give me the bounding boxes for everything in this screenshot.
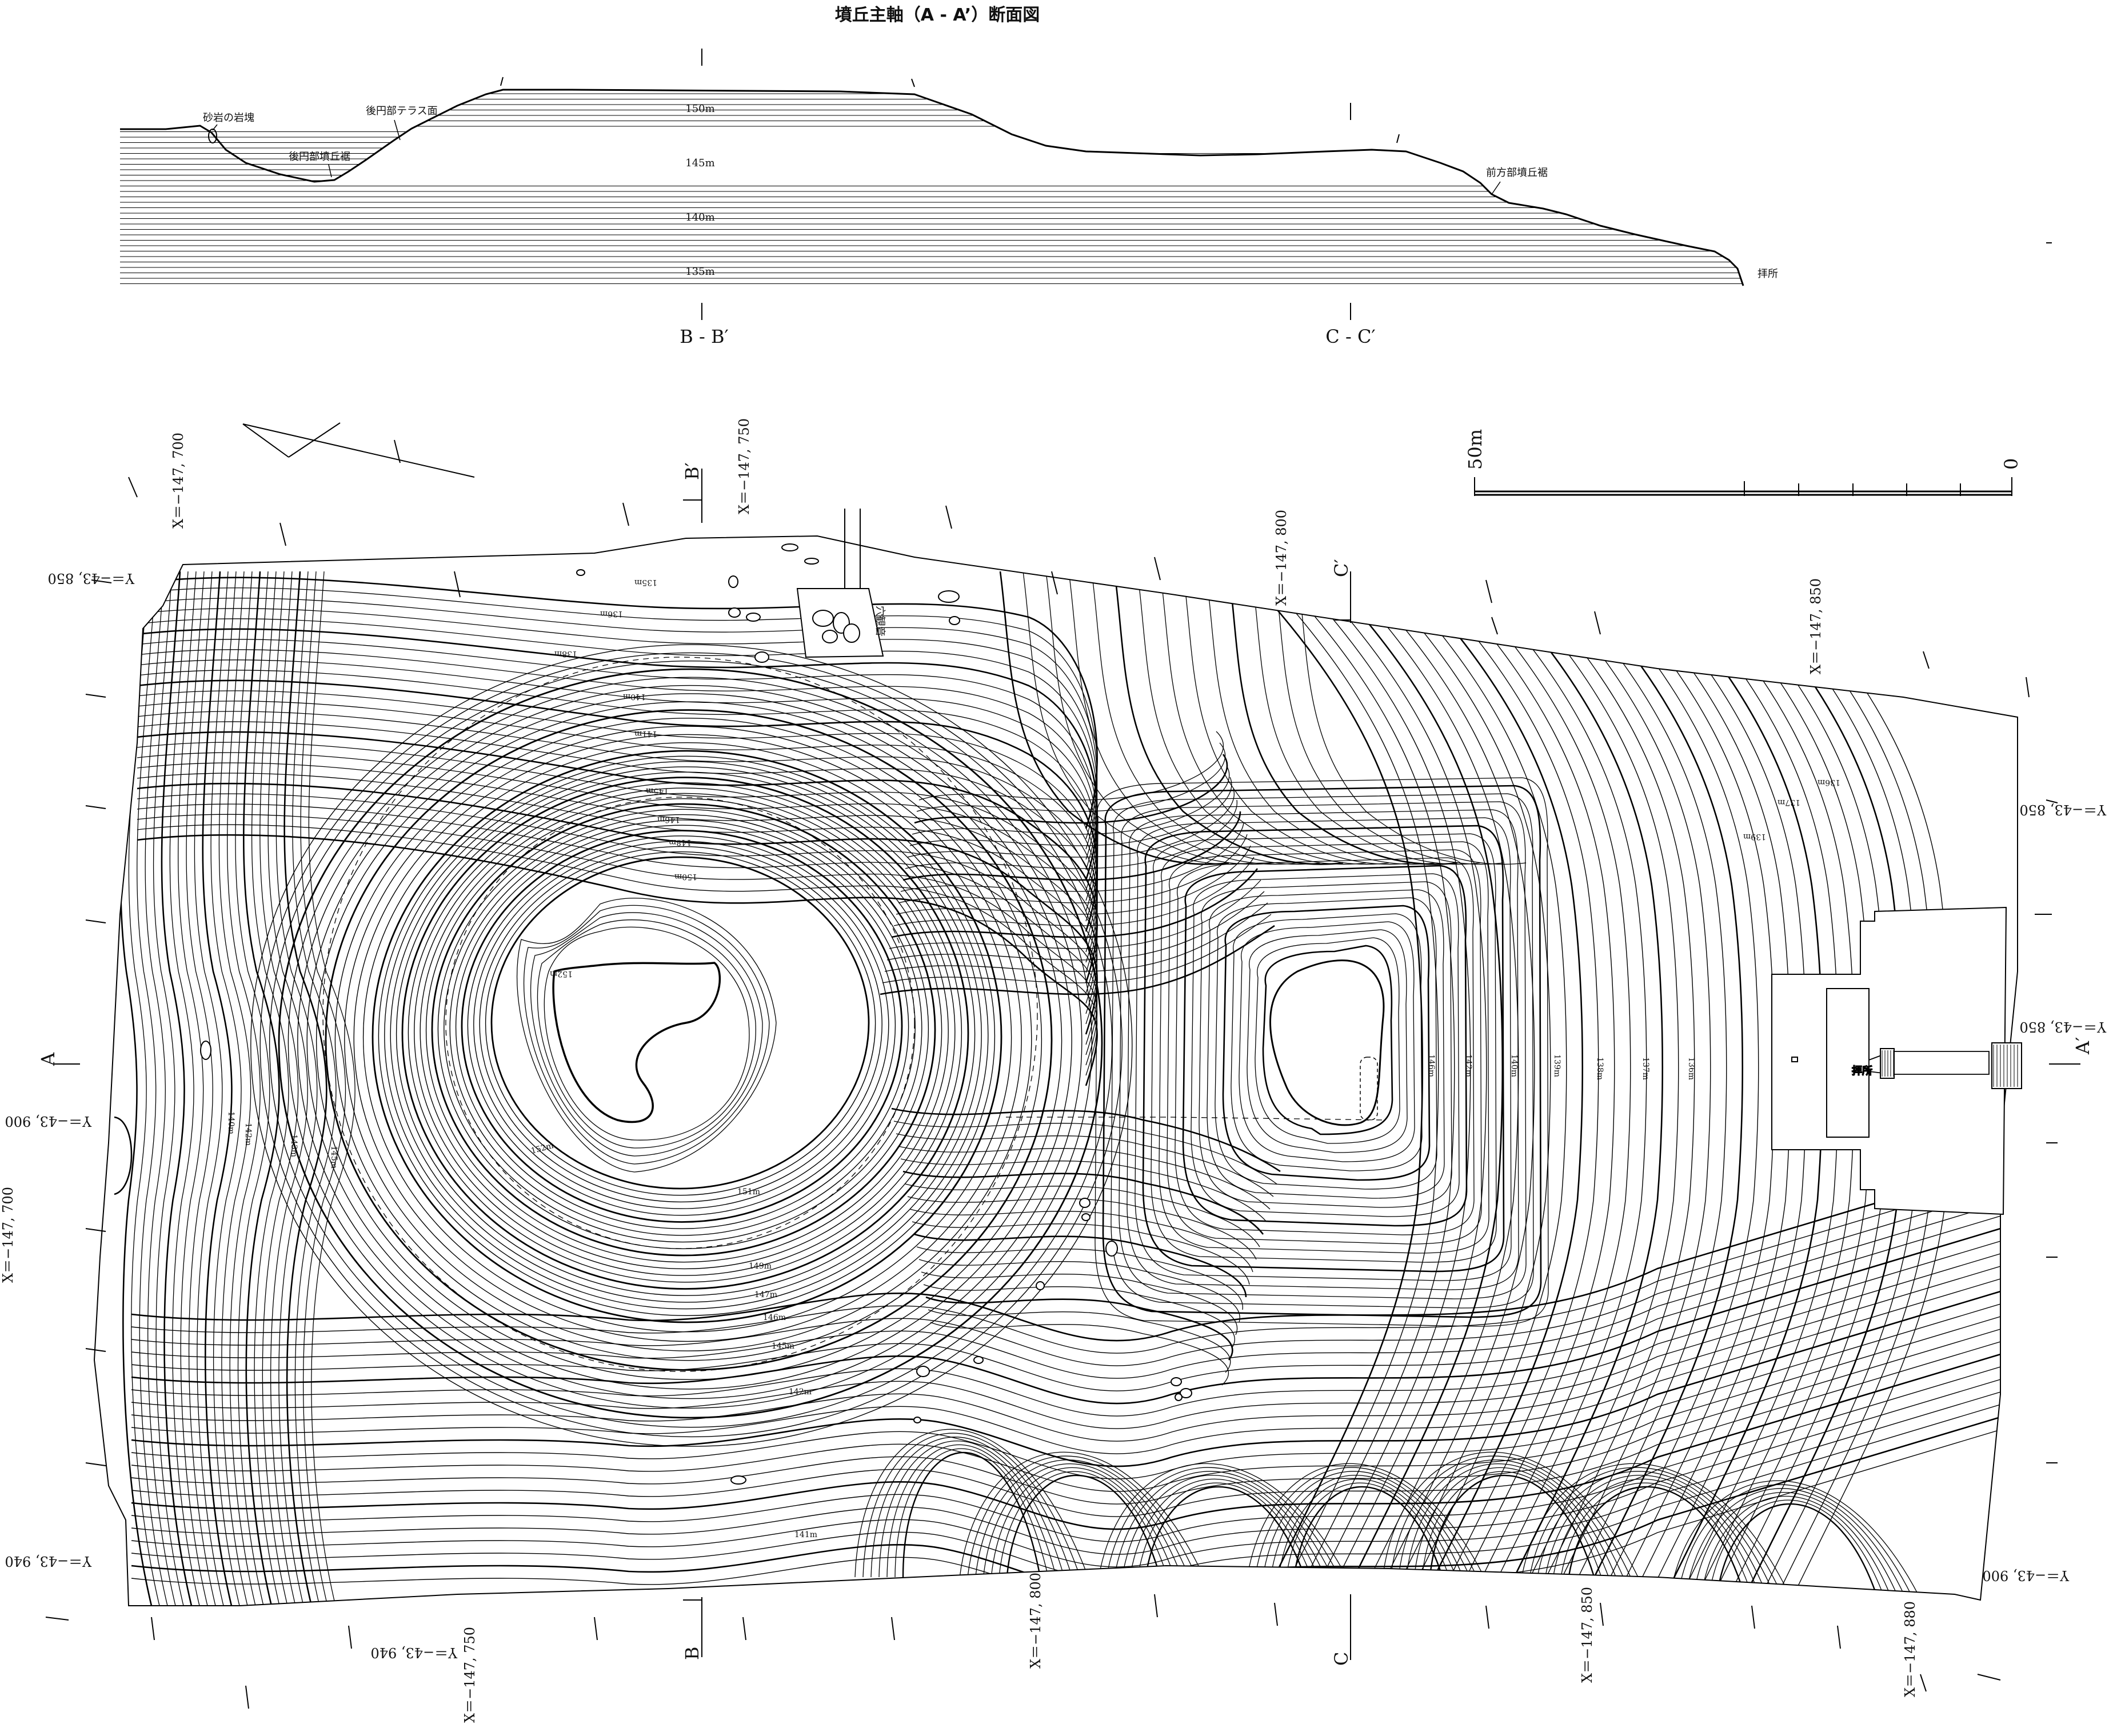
a-marker: A: [37, 1052, 59, 1066]
section-leaders: [212, 119, 1501, 195]
c-marker: C: [1331, 1652, 1352, 1666]
contour-lines: [114, 571, 2001, 1606]
shrine-building: 拝所: [1771, 906, 2022, 1215]
contour-label-142: 142m: [789, 1387, 812, 1397]
coord-x750-bot: X＝−147, 750: [462, 1627, 478, 1723]
section-marker-lines: [54, 469, 2080, 1660]
coord-y850-r1: Y＝−43, 850: [2019, 802, 2107, 818]
contour-label-145b: 145m: [646, 786, 669, 795]
contour-label-140w: 140m: [226, 1111, 235, 1134]
b-prime-marker: B′: [681, 462, 703, 480]
elev-150-label: 150m: [685, 103, 714, 115]
contour-label-151: 151m: [737, 1187, 760, 1197]
contour-label-141: 141m: [794, 1530, 817, 1539]
coord-y850-tl: Y＝−43, 850: [47, 570, 135, 586]
rear-summit-152: [552, 962, 721, 1123]
section-ticks: [500, 49, 2052, 320]
rear-terrace-label: 後円部テラス面: [366, 105, 438, 117]
contour-label-136: 136m: [600, 609, 623, 618]
coord-y850-r2: Y＝−43, 850: [2019, 1019, 2107, 1035]
contour-label-140e: 140m: [1509, 1054, 1519, 1077]
contour-label-142w: 142m: [243, 1123, 253, 1146]
contour-label-145: 145m: [772, 1342, 794, 1351]
site-boundary: [93, 535, 2018, 1606]
contour-label-152a: 152m: [550, 969, 573, 978]
front-foot-label: 前方部墳丘裾: [1486, 167, 1548, 179]
coord-x700-left: X＝−147, 700: [0, 1187, 16, 1283]
contour-label-136n: 136m: [1818, 778, 1840, 787]
b-marker: B: [681, 1646, 703, 1660]
contour-label-136e: 136m: [1687, 1057, 1696, 1080]
section-title: 墳丘主軸（A - A’）断面図: [835, 5, 1040, 25]
contour-label-139e: 139m: [1552, 1054, 1561, 1077]
sandstone-label: 砂岩の岩塊: [203, 112, 254, 124]
section-elevation-lines: [120, 93, 1743, 284]
section-ground-profile: [120, 89, 1744, 286]
coord-x800-top: X＝−147, 800: [1273, 510, 1289, 606]
cave-shrine: 穴観音: [796, 509, 886, 658]
elev-135-label: 135m: [685, 266, 714, 278]
contour-label-145w: 145m: [329, 1146, 338, 1169]
c-prime-marker: C′: [1331, 559, 1352, 577]
coord-x880-bot: X＝−147, 880: [1902, 1601, 1918, 1697]
scale-right-label: 0: [2000, 458, 2022, 470]
coord-x750-top: X＝−147, 750: [736, 418, 752, 514]
contour-plan-map: 穴観音 拝所: [0, 418, 2107, 1723]
elev-140-label: 140m: [685, 211, 714, 223]
scale-left-label: 50m: [1464, 429, 1486, 470]
cc-marker: C - C′: [1325, 326, 1375, 347]
contour-label-137n: 137m: [1778, 798, 1800, 807]
contour-label-148: 148m: [669, 838, 692, 847]
front-summit-147: [1269, 959, 1385, 1126]
grid-ticks: [45, 439, 2058, 1709]
contour-label-141: 141m: [634, 729, 657, 738]
contour-label-138: 138m: [554, 649, 577, 658]
contour-label-150: 150m: [674, 872, 697, 881]
scale-bar: 50m 0: [1464, 429, 2022, 496]
coord-x700-top: X＝−147, 700: [170, 433, 186, 529]
coord-x850-bot: X＝−147, 850: [1579, 1587, 1595, 1683]
rear-foot-label: 後円部墳丘裾: [289, 151, 350, 163]
contour-label-142e: 142m: [1464, 1054, 1473, 1077]
contour-label-137e: 137m: [1641, 1057, 1650, 1080]
coord-y900-r: Y＝−43, 900: [1982, 1567, 2070, 1583]
cave-shrine-label: 穴観音: [874, 606, 886, 637]
contour-label-149: 149m: [749, 1262, 772, 1271]
coord-y900-l: Y＝−43, 900: [5, 1113, 92, 1129]
contour-label-139n: 139m: [1743, 832, 1766, 841]
stones: [200, 543, 1192, 1485]
bb-marker: B - B′: [680, 326, 728, 347]
coord-x850-top: X＝−147, 850: [1808, 578, 1824, 674]
contour-label-138e: 138m: [1595, 1057, 1604, 1080]
contour-label-146b: 146m: [657, 815, 680, 824]
north-arrow-icon: [242, 422, 475, 478]
contour-label-152b: 152m: [530, 1141, 554, 1156]
shrine-section-label: 拝所: [1758, 268, 1778, 280]
coord-y940-l: Y＝−43, 940: [5, 1553, 92, 1569]
contour-label-135: 135m: [634, 578, 657, 587]
elev-145-label: 145m: [685, 157, 714, 169]
contour-label-147: 147m: [754, 1290, 777, 1299]
sandstone-block-icon: [208, 129, 217, 143]
contour-label-143w: 143m: [289, 1134, 298, 1157]
a-prime-marker: A′: [2072, 1037, 2094, 1055]
section-drawing: 墳丘主軸（A - A’）断面図 砂岩の岩塊 後円部テラス面 後円部墳丘裾: [120, 5, 2052, 347]
coord-y940-b: Y＝−43, 940: [370, 1645, 458, 1661]
contour-label-140: 140m: [623, 692, 646, 701]
coord-x800-bot: X＝−147, 800: [1028, 1573, 1044, 1669]
contour-label-146: 146m: [763, 1313, 786, 1322]
contour-label-146e: 146m: [1427, 1054, 1436, 1077]
shrine-label: 拝所: [1852, 1065, 1872, 1077]
